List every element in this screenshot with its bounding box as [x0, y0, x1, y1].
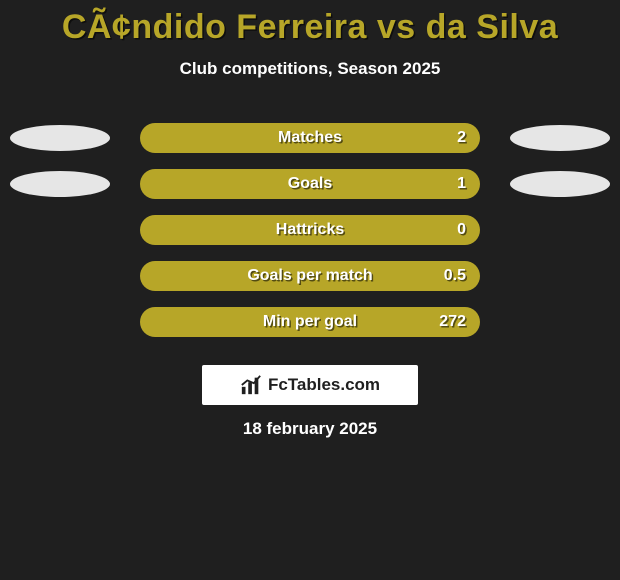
stat-value: 0.5: [444, 267, 466, 285]
stat-value: 1: [457, 175, 466, 193]
stat-row: Hattricks 0: [0, 215, 620, 245]
stat-row: Goals 1: [0, 169, 620, 199]
right-marker: [510, 125, 610, 151]
logo-box: FcTables.com: [202, 365, 418, 405]
stat-value: 0: [457, 221, 466, 239]
logo-text: FcTables.com: [268, 375, 380, 395]
stat-bar: Goals per match 0.5: [140, 261, 480, 291]
footer-date: 18 february 2025: [243, 419, 377, 439]
stat-bar: Goals 1: [140, 169, 480, 199]
stat-value: 2: [457, 129, 466, 147]
stat-value: 272: [439, 313, 466, 331]
page-subtitle: Club competitions, Season 2025: [180, 59, 441, 79]
stat-row: Goals per match 0.5: [0, 261, 620, 291]
right-marker: [510, 171, 610, 197]
content-root: CÃ¢ndido Ferreira vs da Silva Club compe…: [0, 0, 620, 580]
stat-bar: Hattricks 0: [140, 215, 480, 245]
stat-label: Goals per match: [247, 267, 372, 285]
stat-row: Min per goal 272: [0, 307, 620, 337]
stat-bar: Min per goal 272: [140, 307, 480, 337]
barchart-icon: [240, 374, 262, 396]
stat-bars: Matches 2 Goals 1 Hattricks 0 Goals per match 0…: [0, 123, 620, 353]
stat-label: Matches: [278, 129, 342, 147]
stat-bar: Matches 2: [140, 123, 480, 153]
stat-label: Min per goal: [263, 313, 357, 331]
left-marker: [10, 171, 110, 197]
stat-label: Goals: [288, 175, 332, 193]
page-title: CÃ¢ndido Ferreira vs da Silva: [62, 8, 558, 47]
stat-row: Matches 2: [0, 123, 620, 153]
left-marker: [10, 125, 110, 151]
stat-label: Hattricks: [276, 221, 344, 239]
